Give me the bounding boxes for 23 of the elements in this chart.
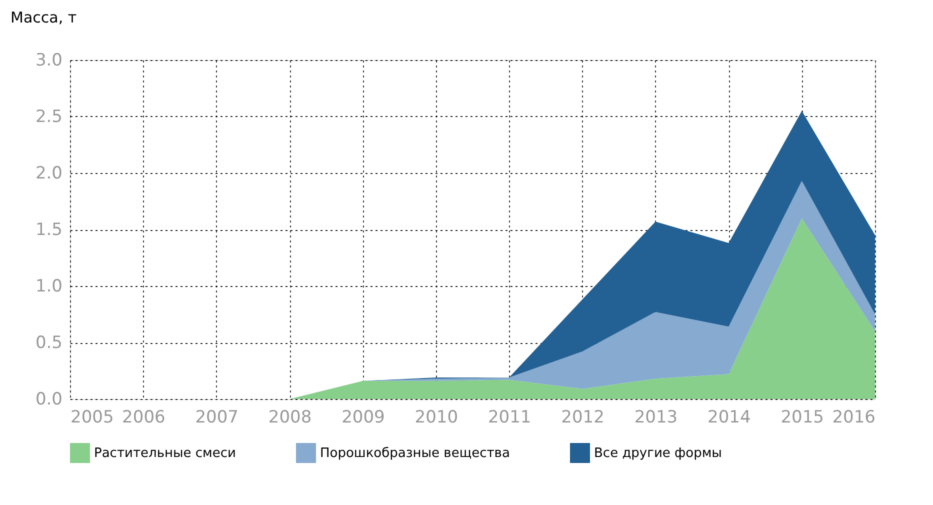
x-tick-label: 2005 bbox=[70, 408, 114, 428]
y-tick-label: 0.5 bbox=[35, 333, 62, 353]
y-tick-label: 0.0 bbox=[35, 390, 62, 410]
x-tick-label: 2013 bbox=[634, 408, 678, 428]
x-tick-label: 2011 bbox=[488, 408, 532, 428]
x-tick-label: 2008 bbox=[268, 408, 312, 428]
x-tick-label: 2014 bbox=[708, 408, 751, 428]
y-axis-title: Масса, т bbox=[10, 8, 77, 26]
x-tick-label: 2007 bbox=[195, 408, 238, 428]
legend-label: Порошкобразные вещества bbox=[320, 446, 510, 461]
x-tick-label: 2016 bbox=[832, 408, 876, 428]
legend-label: Растительные смеси bbox=[94, 446, 236, 461]
x-tick-label: 2015 bbox=[780, 408, 824, 428]
x-tick-label: 2006 bbox=[122, 408, 166, 428]
y-tick-label: 2.5 bbox=[35, 107, 62, 127]
x-tick-label: 2010 bbox=[414, 408, 458, 428]
y-tick-label: 1.5 bbox=[35, 220, 62, 240]
x-tick-label: 2012 bbox=[561, 408, 604, 428]
x-tick-label: 2009 bbox=[342, 408, 385, 428]
y-tick-label: 2.0 bbox=[35, 164, 62, 184]
legend-label: Все другие формы bbox=[594, 446, 722, 461]
y-tick-label: 3.0 bbox=[35, 50, 62, 70]
y-tick-label: 1.0 bbox=[35, 276, 62, 296]
